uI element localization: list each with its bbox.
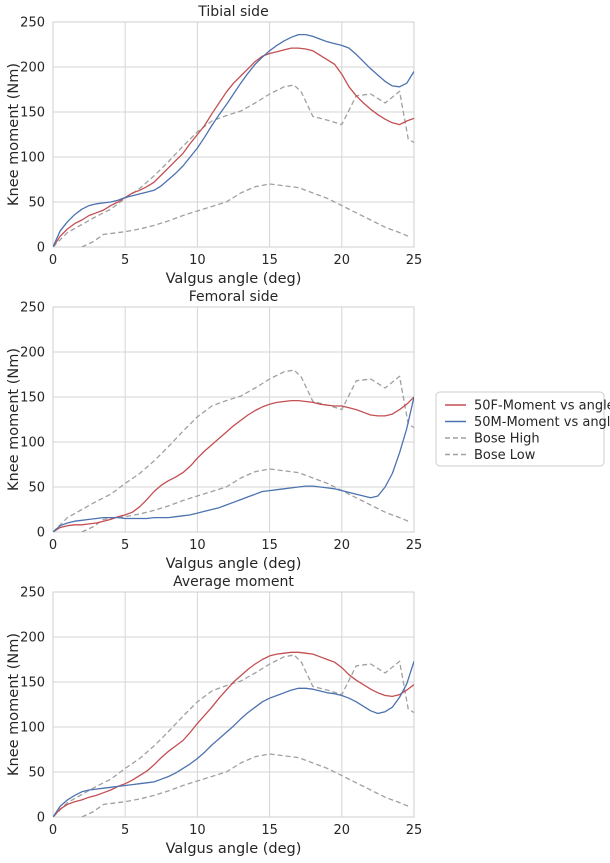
y-tick-label: 0 bbox=[37, 526, 45, 541]
legend-label: Bose Low bbox=[474, 448, 536, 463]
x-tick-label: 10 bbox=[189, 823, 206, 838]
series-line-bose-low bbox=[81, 753, 409, 817]
series-line-bose-high bbox=[53, 654, 414, 817]
legend-label: 50F-Moment vs angle bbox=[474, 399, 610, 414]
x-tick-label: 20 bbox=[334, 823, 351, 838]
x-tick-label: 0 bbox=[49, 253, 57, 268]
y-axis-label: Knee moment (Nm) bbox=[6, 63, 22, 206]
plot-frame bbox=[52, 21, 415, 248]
chart-title: Average moment bbox=[173, 574, 294, 590]
plot-frame bbox=[52, 306, 415, 533]
y-tick-label: 250 bbox=[20, 301, 45, 316]
series-line-bose-low bbox=[81, 468, 409, 532]
series-group bbox=[53, 651, 414, 817]
y-axis-label: Knee moment (Nm) bbox=[6, 348, 22, 491]
series-line-50f-moment-vs-angle bbox=[53, 651, 414, 817]
y-tick-label: 50 bbox=[28, 481, 45, 496]
x-tick-label: 0 bbox=[49, 823, 57, 838]
series-line-50f-moment-vs-angle bbox=[53, 396, 414, 532]
y-tick-label: 0 bbox=[37, 241, 45, 256]
x-tick-label: 10 bbox=[189, 253, 206, 268]
series-group bbox=[53, 33, 414, 247]
y-tick-label: 100 bbox=[20, 436, 45, 451]
y-tick-label: 250 bbox=[20, 586, 45, 601]
x-tick-label: 25 bbox=[406, 538, 423, 553]
x-tick-label: 15 bbox=[261, 253, 278, 268]
y-tick-label: 150 bbox=[20, 106, 45, 121]
x-tick-label: 20 bbox=[334, 253, 351, 268]
x-tick-label: 15 bbox=[261, 538, 278, 553]
x-axis-label: Valgus angle (deg) bbox=[166, 556, 302, 572]
series-line-50m-moment-vs-angle bbox=[53, 33, 414, 247]
x-tick-label: 5 bbox=[121, 253, 129, 268]
chart-title: Femoral side bbox=[189, 289, 278, 305]
x-axis-label: Valgus angle (deg) bbox=[166, 841, 302, 857]
chart-title: Tibial side bbox=[197, 4, 268, 20]
plot-frame bbox=[52, 591, 415, 818]
series-line-50f-moment-vs-angle bbox=[53, 47, 414, 247]
series-line-bose-low bbox=[81, 183, 409, 247]
x-tick-label: 25 bbox=[406, 253, 423, 268]
y-tick-label: 100 bbox=[20, 151, 45, 166]
y-tick-label: 100 bbox=[20, 721, 45, 736]
y-tick-label: 150 bbox=[20, 676, 45, 691]
legend-label: 50M-Moment vs angle bbox=[474, 415, 610, 430]
y-tick-label: 200 bbox=[20, 61, 45, 76]
y-tick-label: 200 bbox=[20, 631, 45, 646]
x-tick-label: 20 bbox=[334, 538, 351, 553]
y-tick-label: 50 bbox=[28, 766, 45, 781]
y-tick-label: 150 bbox=[20, 391, 45, 406]
series-line-50m-moment-vs-angle bbox=[53, 396, 414, 532]
x-tick-label: 0 bbox=[49, 538, 57, 553]
x-tick-label: 5 bbox=[121, 823, 129, 838]
legend-box bbox=[435, 391, 605, 467]
y-tick-label: 200 bbox=[20, 346, 45, 361]
x-tick-label: 10 bbox=[189, 538, 206, 553]
series-group bbox=[53, 369, 414, 532]
x-axis-label: Valgus angle (deg) bbox=[166, 271, 302, 287]
y-tick-label: 0 bbox=[37, 811, 45, 826]
series-line-bose-high bbox=[53, 84, 414, 247]
x-tick-label: 5 bbox=[121, 538, 129, 553]
y-tick-label: 50 bbox=[28, 196, 45, 211]
y-axis-label: Knee moment (Nm) bbox=[6, 633, 22, 776]
x-tick-label: 15 bbox=[261, 823, 278, 838]
series-line-50m-moment-vs-angle bbox=[53, 661, 414, 817]
series-line-bose-high bbox=[53, 369, 414, 532]
x-tick-label: 25 bbox=[406, 823, 423, 838]
y-tick-label: 250 bbox=[20, 16, 45, 31]
legend-label: Bose High bbox=[474, 432, 540, 447]
